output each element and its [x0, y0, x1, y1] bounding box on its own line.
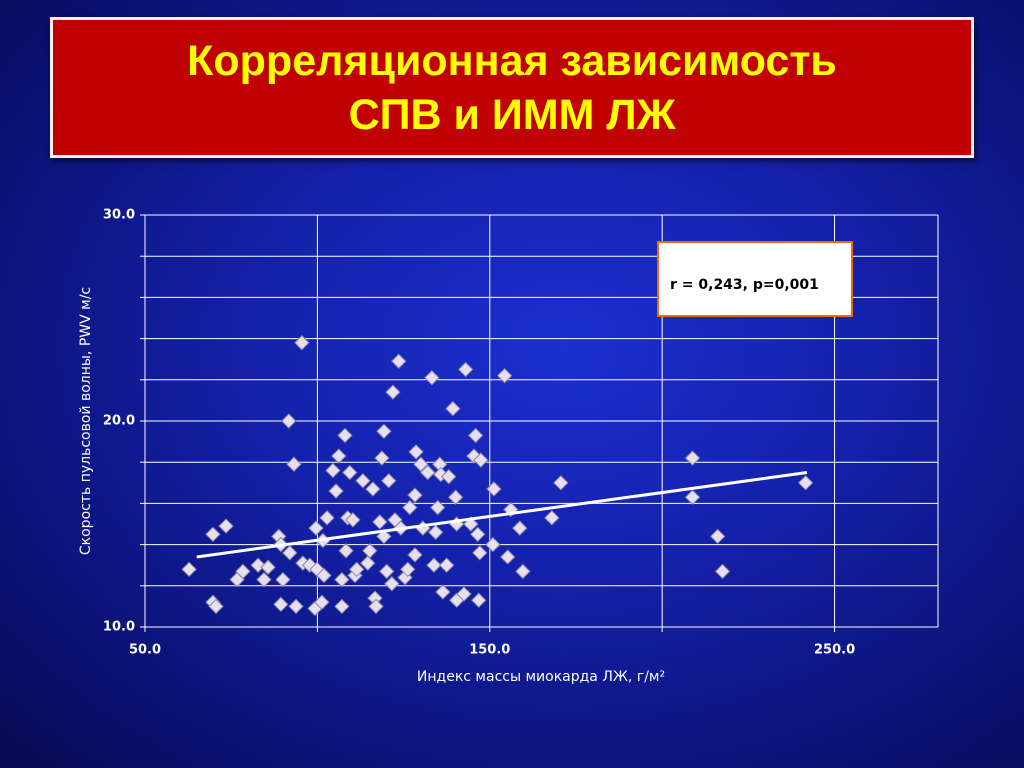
point: [553, 475, 569, 491]
point: [473, 452, 489, 468]
point: [374, 450, 390, 466]
point: [430, 499, 446, 516]
point: [281, 413, 297, 429]
title-box: Корреляционная зависимость СПВ и ИММ ЛЖ: [50, 17, 974, 158]
point: [205, 526, 221, 543]
point: [365, 481, 381, 497]
point: [486, 481, 502, 497]
point: [286, 456, 302, 472]
point: [256, 571, 272, 588]
point: [413, 456, 429, 472]
point: [294, 335, 310, 351]
x-axis-label: Индекс массы миокарда ЛЖ, г/м²: [417, 669, 665, 685]
point: [512, 520, 528, 536]
point: [325, 462, 341, 479]
point: [684, 450, 701, 466]
point: [472, 545, 488, 561]
chart-title: Корреляционная зависимость СПВ и ИММ ЛЖ: [187, 36, 837, 139]
point: [181, 561, 197, 578]
y-tick-label: 20.0: [103, 414, 135, 429]
point: [368, 598, 384, 615]
point: [407, 547, 423, 563]
point: [544, 510, 560, 526]
point: [485, 536, 501, 553]
point: [331, 448, 347, 464]
x-tick-label: 250.0: [814, 643, 855, 658]
point: [500, 549, 516, 565]
point: [273, 596, 289, 613]
point: [470, 526, 486, 543]
point: [282, 545, 298, 561]
point: [348, 561, 365, 578]
y-axis-label: Скорость пульсовой волны, PWV м/с: [78, 287, 94, 555]
trendline: [196, 471, 808, 559]
x-tick-label: 50.0: [129, 643, 161, 658]
point: [415, 520, 431, 536]
point: [385, 384, 401, 400]
point: [288, 598, 304, 615]
point: [376, 423, 392, 440]
point: [684, 489, 701, 505]
point: [445, 400, 461, 417]
point: [467, 427, 484, 444]
point: [408, 444, 424, 460]
point: [435, 584, 451, 600]
point: [355, 473, 371, 489]
point: [515, 563, 531, 580]
point: [319, 510, 335, 526]
point: [407, 487, 423, 503]
point: [456, 586, 472, 602]
point: [250, 557, 266, 573]
point: [420, 464, 436, 481]
point: [275, 571, 291, 588]
point: [208, 598, 224, 615]
point: [709, 528, 726, 545]
point: [714, 563, 731, 580]
y-tick-label: 30.0: [103, 208, 135, 223]
point: [400, 561, 416, 578]
point: [360, 555, 376, 571]
point: [457, 361, 474, 378]
point: [308, 520, 324, 536]
point: [342, 464, 358, 481]
point: [378, 563, 395, 580]
x-tick-label: 150.0: [469, 643, 510, 658]
y-tick-label: 10.0: [103, 620, 135, 635]
annotation: r = 0,243, p=0,001: [670, 277, 819, 293]
point: [218, 518, 234, 534]
point: [427, 524, 444, 540]
point: [402, 499, 418, 516]
point: [797, 475, 814, 491]
point: [447, 489, 464, 505]
point: [345, 512, 361, 528]
point: [260, 559, 276, 575]
point: [441, 468, 457, 485]
point: [362, 543, 378, 559]
point: [337, 427, 353, 444]
point: [384, 576, 400, 592]
point: [334, 571, 350, 588]
point: [391, 353, 407, 369]
point: [372, 514, 388, 530]
point: [381, 473, 397, 489]
point: [424, 370, 440, 386]
point: [316, 567, 332, 584]
point: [426, 557, 442, 573]
point: [438, 557, 455, 573]
point: [334, 598, 350, 615]
annotation-box: [657, 241, 853, 317]
point: [235, 563, 251, 580]
point: [496, 367, 513, 384]
point: [471, 592, 487, 608]
point: [328, 483, 344, 499]
point: [338, 543, 354, 559]
point: [314, 594, 330, 610]
